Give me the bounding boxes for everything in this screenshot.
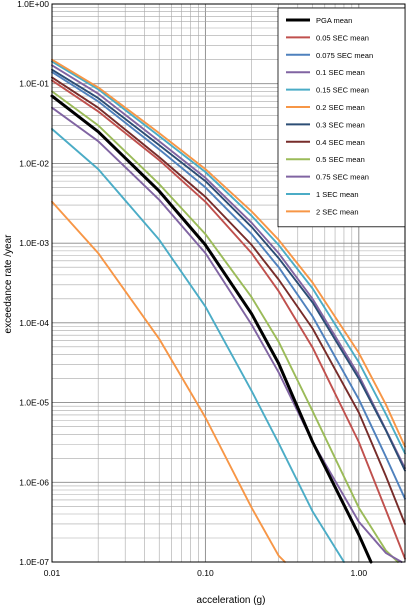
y-tick-label: 1.0E-06 <box>19 477 49 487</box>
series-line <box>51 71 406 500</box>
legend-label: 0.05 SEC mean <box>316 33 369 42</box>
y-tick-label: 1.0E-02 <box>19 158 49 168</box>
series-line <box>51 128 345 563</box>
x-tick-label: 1.00 <box>351 568 368 578</box>
legend-label: 0.2 SEC mean <box>316 103 365 112</box>
x-tick-label: 0.10 <box>197 568 214 578</box>
legend-label: 0.75 SEC mean <box>316 173 369 182</box>
legend-label: 0.3 SEC mean <box>316 120 365 129</box>
y-tick-label: 1.0E-03 <box>19 238 49 248</box>
y-tick-label: 1.0E-04 <box>19 318 49 328</box>
legend-label: 2 SEC mean <box>316 207 359 216</box>
x-axis-label: acceleration (g) <box>197 595 266 606</box>
legend-label: PGA mean <box>316 16 352 25</box>
legend-label: 0.075 SEC mean <box>316 51 373 60</box>
plot-frame <box>51 3 406 563</box>
series-layer <box>50 58 406 564</box>
series-line <box>50 94 373 564</box>
y-tick-label: 1.0E-01 <box>19 79 49 89</box>
legend-label: 0.15 SEC mean <box>316 86 369 95</box>
legend: PGA mean 0.05 SEC mean 0.075 SEC mean 0.1 S… <box>277 7 406 228</box>
series-line <box>51 200 286 563</box>
x-tick-labels: 0.01 0.10 1.00 <box>44 568 368 578</box>
series-line <box>51 68 406 472</box>
series-line <box>51 79 406 560</box>
series-line <box>51 106 403 563</box>
y-tick-labels: 1.0E+00 1.0E-01 1.0E-02 1.0E-03 1.0E-04 1.0E-… <box>17 0 49 567</box>
series-line <box>51 58 406 448</box>
legend-label: 0.4 SEC mean <box>316 138 365 147</box>
legend-label: 0.1 SEC mean <box>316 68 365 77</box>
legend-box <box>277 7 406 228</box>
x-tick-label: 0.01 <box>44 568 61 578</box>
legend-label: 0.5 SEC mean <box>316 155 365 164</box>
series-line <box>51 60 406 455</box>
y-tick-label: 1.0E-05 <box>19 398 49 408</box>
y-tick-label: 1.0E+00 <box>17 0 49 9</box>
y-tick-label: 1.0E-07 <box>19 557 49 567</box>
legend-label: 1 SEC mean <box>316 190 359 199</box>
series-line <box>51 76 406 525</box>
series-line <box>51 90 399 563</box>
y-axis-label: exceedance rate /year <box>3 234 14 334</box>
